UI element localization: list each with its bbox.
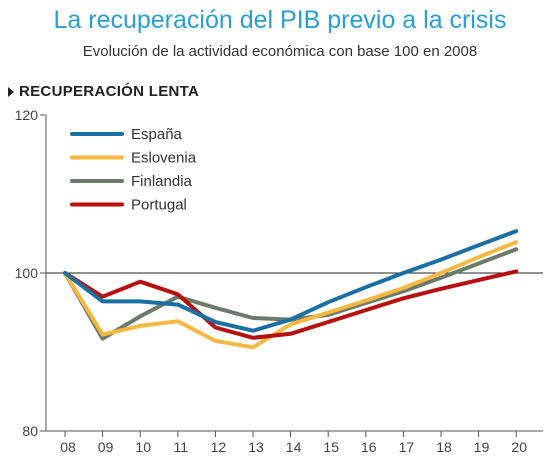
legend-label-espana: España [131, 126, 183, 143]
y-tick-label: 120 [15, 107, 39, 123]
series-line-portugal [63, 269, 519, 340]
x-tick-label: 13 [248, 439, 264, 455]
x-tick-label: 14 [286, 439, 302, 455]
chart-title: La recuperación del PIB previo a la cris… [53, 6, 507, 34]
x-tick-label: 16 [361, 439, 377, 455]
y-tick-label: 100 [15, 265, 39, 281]
x-tick-label: 18 [436, 439, 452, 455]
x-tick-label: 11 [174, 439, 189, 455]
x-tick-label: 15 [323, 439, 339, 455]
x-tick-label: 10 [135, 439, 151, 455]
section-header: RECUPERACIÓN LENTA [8, 83, 199, 100]
x-tick-label: 08 [60, 439, 76, 455]
section-label: RECUPERACIÓN LENTA [19, 83, 200, 100]
x-tick-label: 09 [98, 439, 114, 455]
triangle-marker-icon [8, 86, 14, 97]
y-tick-label: 80 [22, 423, 38, 439]
chart-subtitle: Evolución de la actividad económica con … [82, 43, 478, 60]
legend-label-eslovenia: Eslovenia [131, 150, 197, 167]
x-tick-label: 20 [511, 439, 527, 455]
legend-label-finlandia: Finlandia [131, 173, 193, 190]
legend-label-portugal: Portugal [131, 197, 187, 214]
x-tick-label: 19 [474, 439, 490, 455]
x-tick-label: 17 [399, 439, 415, 455]
x-tick-label: 12 [211, 439, 227, 455]
series-line-eslovenia [63, 240, 519, 350]
series-line-espana [63, 229, 519, 333]
